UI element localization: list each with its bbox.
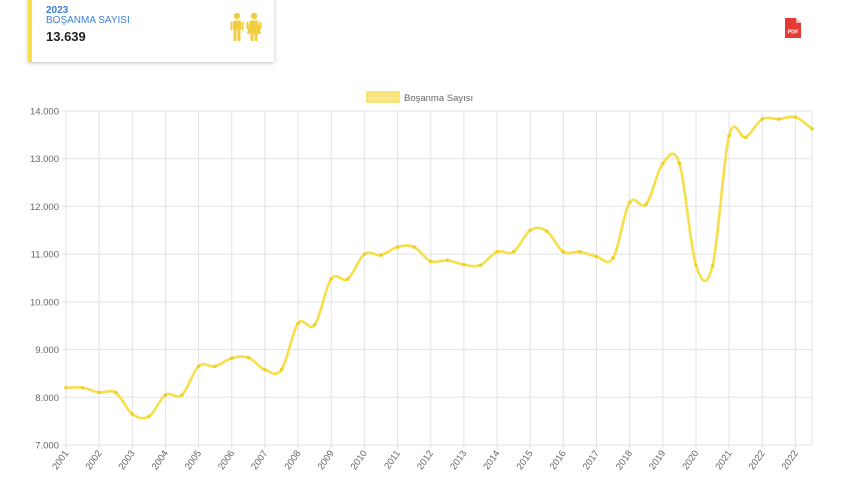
y-tick-label: 7.000: [35, 441, 59, 452]
data-point[interactable]: [379, 253, 383, 257]
x-tick-label: 2008: [282, 448, 303, 472]
data-point[interactable]: [677, 161, 682, 166]
data-point[interactable]: [694, 263, 698, 267]
x-tick-label: 2006: [216, 448, 237, 472]
x-tick-label: 2011: [382, 448, 403, 471]
x-tick-label: 2015: [514, 448, 535, 472]
y-tick-label: 14.000: [30, 107, 59, 118]
data-point[interactable]: [478, 263, 483, 267]
x-tick-label: 2007: [249, 448, 270, 472]
y-tick-label: 9.000: [35, 345, 59, 356]
data-point[interactable]: [760, 117, 765, 121]
data-point[interactable]: [412, 245, 416, 249]
data-point[interactable]: [229, 356, 234, 360]
x-tick-label: 2020: [680, 448, 701, 472]
stat-label: BOŞANMA SAYISI: [46, 15, 130, 26]
data-point[interactable]: [196, 364, 201, 369]
legend-label: Boşanma Sayısı: [404, 93, 473, 104]
x-tick-label: 2021: [713, 448, 734, 472]
chart-legend[interactable]: Boşanma Sayısı: [366, 91, 473, 104]
x-tick-label: 2004: [150, 448, 171, 472]
data-point[interactable]: [246, 355, 251, 360]
x-tick-label: 2005: [183, 448, 204, 472]
family-icon: [230, 12, 262, 41]
stat-year: 2023: [46, 5, 69, 16]
data-point[interactable]: [428, 259, 433, 264]
x-tick-label: 2001: [50, 448, 71, 472]
data-point[interactable]: [80, 385, 85, 390]
data-point[interactable]: [644, 202, 649, 206]
data-point[interactable]: [180, 393, 184, 397]
data-point[interactable]: [578, 249, 582, 254]
x-tick-label: 2022: [747, 448, 768, 472]
x-axis: 2001 2002 2003 2004 2005 2006 2007 2008 2009 2010…: [50, 448, 801, 472]
data-point[interactable]: [793, 115, 798, 120]
data-point[interactable]: [661, 161, 665, 166]
data-point[interactable]: [710, 264, 715, 268]
data-point[interactable]: [213, 364, 217, 369]
x-tick-label: 2002: [83, 448, 104, 472]
data-point[interactable]: [113, 390, 118, 395]
data-point[interactable]: [296, 321, 300, 326]
data-point[interactable]: [97, 390, 101, 395]
pdf-icon[interactable]: PDF: [784, 17, 802, 39]
data-point[interactable]: [312, 322, 317, 327]
data-point[interactable]: [511, 249, 516, 254]
data-point[interactable]: [727, 134, 731, 138]
data-point[interactable]: [346, 277, 350, 281]
data-point[interactable]: [130, 412, 135, 416]
legend-swatch: [366, 91, 400, 103]
y-tick-label: 10.000: [30, 297, 59, 308]
data-point[interactable]: [329, 277, 334, 281]
x-tick-label: 2014: [481, 448, 502, 472]
data-point[interactable]: [627, 200, 632, 205]
data-point[interactable]: [147, 414, 151, 419]
data-point[interactable]: [263, 367, 267, 372]
data-point[interactable]: [163, 393, 168, 397]
data-point[interactable]: [395, 245, 400, 249]
x-tick-label: 2013: [448, 448, 469, 472]
x-tick-label: 2009: [316, 448, 337, 472]
data-point[interactable]: [743, 135, 748, 140]
x-tick-label: 2018: [614, 448, 635, 472]
x-tick-label: 2019: [647, 448, 668, 472]
x-tick-label: 2012: [415, 448, 436, 472]
data-point[interactable]: [777, 117, 781, 121]
data-point[interactable]: [544, 229, 549, 234]
y-tick-label: 12.000: [30, 202, 59, 213]
x-tick-label: 2017: [581, 448, 602, 472]
series-layer: [64, 115, 814, 420]
data-point[interactable]: [495, 249, 499, 254]
data-point[interactable]: [362, 252, 367, 256]
pdf-icon-label: PDF: [788, 30, 800, 36]
data-point[interactable]: [64, 385, 68, 390]
y-tick-label: 13.000: [30, 154, 59, 165]
data-point[interactable]: [611, 256, 615, 260]
y-axis: 7.000 8.000 9.000 10.000 11.000 12.000 13.000 1…: [30, 107, 59, 452]
x-tick-label: 2003: [117, 448, 138, 472]
x-tick-label: 2010: [349, 448, 370, 472]
x-tick-label: 2016: [548, 448, 569, 472]
stat-value: 13.639: [46, 29, 86, 44]
x-tick-label: 2022: [780, 448, 801, 472]
data-point[interactable]: [279, 367, 284, 372]
series-line: [65, 115, 813, 420]
data-point[interactable]: [445, 258, 450, 263]
data-point[interactable]: [594, 254, 599, 259]
data-point[interactable]: [810, 126, 814, 131]
chart-grid: [62, 110, 813, 449]
data-point[interactable]: [462, 262, 466, 267]
data-point[interactable]: [561, 249, 566, 254]
stat-card: 2023 BOŞANMA SAYISI 13.639: [28, 0, 274, 62]
y-tick-label: 11.000: [31, 250, 59, 261]
data-point[interactable]: [528, 228, 532, 233]
y-tick-label: 8.000: [35, 393, 59, 404]
